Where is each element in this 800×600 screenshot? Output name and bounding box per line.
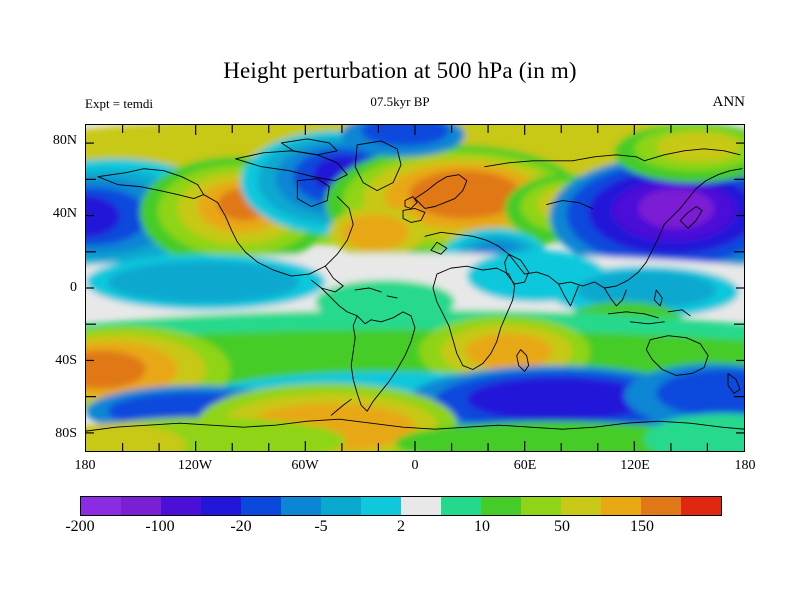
x-axis-label-180w: 180 [74, 458, 96, 473]
x-axis-label-180e: 180 [734, 458, 756, 473]
x-axis-label-60w: 60W [291, 458, 319, 473]
colorbar-segment-9 [441, 497, 481, 515]
colorbar-segment-0 [81, 497, 121, 515]
chart-subtitle: 07.5kyr BP [370, 94, 430, 109]
y-axis-label-80n: 80N [52, 133, 77, 148]
x-axis-label-60e: 60E [513, 458, 537, 473]
colorbar-segment-8 [401, 497, 441, 515]
contour-map [85, 124, 745, 452]
colorbar-segment-11 [521, 497, 561, 515]
colorbar-label--20: -20 [230, 518, 252, 535]
colorbar-label--200: -200 [65, 518, 95, 535]
colorbar-segment-7 [361, 497, 401, 515]
colorbar-segment-10 [481, 497, 521, 515]
page-title: Height perturbation at 500 hPa (in m) [223, 58, 577, 83]
colorbar [80, 496, 722, 516]
colorbar-segment-6 [321, 497, 361, 515]
colorbar-segment-14 [641, 497, 681, 515]
x-axis-label-120w: 120W [177, 458, 213, 473]
colorbar-segment-12 [561, 497, 601, 515]
colorbar-label--5: -5 [314, 518, 328, 535]
y-axis-label-40n: 40N [52, 206, 77, 221]
colorbar-label-50: 50 [554, 518, 570, 535]
season-label: ANN [712, 94, 746, 110]
colorbar-segment-2 [161, 497, 201, 515]
colorbar-segment-1 [121, 497, 161, 515]
y-axis-label-80s: 80S [55, 426, 77, 441]
map-plot-area [85, 124, 745, 452]
colorbar-segment-15 [681, 497, 721, 515]
colorbar-segment-3 [201, 497, 241, 515]
colorbar-segment-5 [281, 497, 321, 515]
colorbar-label-2: 2 [397, 518, 405, 535]
colorbar-label-150: 150 [630, 518, 654, 535]
x-axis-label-0: 0 [411, 458, 419, 473]
colorbar-segment-13 [601, 497, 641, 515]
x-axis-label-120e: 120E [620, 458, 650, 473]
colorbar-segment-4 [241, 497, 281, 515]
y-axis-label-40s: 40S [55, 353, 77, 368]
colorbar-label-10: 10 [474, 518, 490, 535]
colorbar-label--100: -100 [145, 518, 175, 535]
experiment-label: Expt = temdi [85, 96, 153, 111]
y-axis-label-0: 0 [70, 280, 77, 295]
